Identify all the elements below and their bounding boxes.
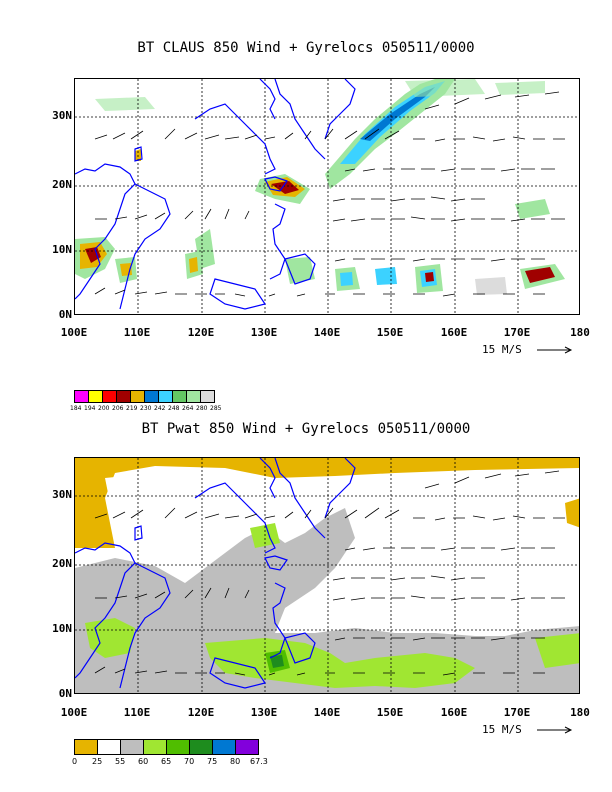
top-colorbar-swatch bbox=[74, 390, 89, 403]
top-colorbar-tick: 219 bbox=[126, 405, 138, 412]
top-ref-vector-text: 15 M/S bbox=[482, 343, 522, 356]
bottom-colorbar-tick: 70 bbox=[184, 757, 195, 766]
bottom-colorbar-tick: 60 bbox=[138, 757, 149, 766]
bottom-colorbar-swatch bbox=[143, 739, 167, 755]
bottom-ref-vector-text: 15 M/S bbox=[482, 723, 522, 736]
bottom-x-tick-160e: 160E bbox=[440, 706, 468, 719]
top-colorbar-swatch bbox=[200, 390, 215, 403]
top-colorbar-swatch bbox=[144, 390, 159, 403]
top-y-tick-0n: 0N bbox=[58, 308, 72, 321]
top-colorbar-swatch bbox=[102, 390, 117, 403]
bottom-colorbar-tick: 55 bbox=[115, 757, 126, 766]
bottom-wind-vectors bbox=[94, 470, 565, 676]
bottom-colorbar-swatch bbox=[74, 739, 98, 755]
top-colorbar bbox=[74, 390, 215, 403]
top-coastlines bbox=[75, 79, 356, 310]
bottom-colorbar bbox=[74, 739, 259, 755]
bottom-x-tick-100e: 100E bbox=[60, 706, 88, 719]
top-colorbar-tick: 264 bbox=[182, 405, 194, 412]
bottom-colorbar-swatch bbox=[166, 739, 190, 755]
top-colorbar-swatch bbox=[88, 390, 103, 403]
top-panel-title: BT CLAUS 850 Wind + Gyrelocs 050511/0000 bbox=[137, 40, 475, 56]
bottom-x-tick-110e: 110E bbox=[123, 706, 151, 719]
top-colorbar-swatch bbox=[116, 390, 131, 403]
bottom-map-panel bbox=[74, 457, 580, 694]
top-colorbar-swatch bbox=[130, 390, 145, 403]
top-colorbar-tick: 230 bbox=[140, 405, 152, 412]
bottom-colorbar-tick: 0 bbox=[72, 757, 78, 766]
top-colorbar-tick: 280 bbox=[196, 405, 208, 412]
top-colorbar-tick: 248 bbox=[168, 405, 180, 412]
top-map-canvas bbox=[75, 79, 579, 314]
top-x-tick-170e: 170E bbox=[503, 326, 531, 339]
top-colorbar-tick: 200 bbox=[98, 405, 110, 412]
top-colorbar-tick: 206 bbox=[112, 405, 124, 412]
bottom-panel-title: BT Pwat 850 Wind + Gyrelocs 050511/0000 bbox=[141, 421, 471, 437]
bottom-colorbar-tick: 75 bbox=[207, 757, 218, 766]
top-x-tick-150e: 150E bbox=[376, 326, 404, 339]
bottom-y-tick-0n: 0N bbox=[58, 687, 72, 700]
cloud-shading bbox=[75, 79, 565, 295]
bottom-colorbar-tick: 67.3 bbox=[250, 757, 268, 766]
pwat-shading bbox=[75, 458, 579, 693]
bottom-colorbar-tick: 25 bbox=[92, 757, 103, 766]
bottom-colorbar-swatch bbox=[235, 739, 259, 755]
top-colorbar-tick: 285 bbox=[210, 405, 222, 412]
top-colorbar-tick: 184 bbox=[70, 405, 82, 412]
bottom-map-canvas bbox=[75, 458, 579, 693]
bottom-colorbar-tick: 80 bbox=[230, 757, 241, 766]
bottom-colorbar-swatch bbox=[97, 739, 121, 755]
bottom-ref-vector-arrow bbox=[537, 726, 573, 734]
top-x-tick-140e: 140E bbox=[313, 326, 341, 339]
bottom-colorbar-tick: 65 bbox=[161, 757, 172, 766]
top-y-tick-20n: 20N bbox=[52, 178, 72, 191]
top-wind-vectors bbox=[94, 91, 565, 297]
bottom-coastlines bbox=[75, 458, 356, 689]
bottom-x-tick-180: 180 bbox=[570, 706, 590, 719]
top-x-tick-120e: 120E bbox=[187, 326, 215, 339]
top-map-panel bbox=[74, 78, 580, 315]
top-x-tick-100e: 100E bbox=[60, 326, 88, 339]
top-x-tick-130e: 130E bbox=[250, 326, 278, 339]
top-x-tick-110e: 110E bbox=[123, 326, 151, 339]
bottom-x-tick-130e: 130E bbox=[250, 706, 278, 719]
top-ref-vector-arrow bbox=[537, 346, 573, 354]
top-colorbar-tick: 194 bbox=[84, 405, 96, 412]
bottom-y-tick-20n: 20N bbox=[52, 557, 72, 570]
bottom-x-tick-150e: 150E bbox=[376, 706, 404, 719]
top-x-tick-180: 180 bbox=[570, 326, 590, 339]
bottom-ref-vector-label: 15 M/S bbox=[482, 723, 522, 736]
bottom-y-tick-30n: 30N bbox=[52, 488, 72, 501]
top-colorbar-swatch bbox=[186, 390, 201, 403]
top-gridlines bbox=[75, 79, 579, 314]
top-y-tick-30n: 30N bbox=[52, 109, 72, 122]
top-x-tick-160e: 160E bbox=[440, 326, 468, 339]
top-colorbar-swatch bbox=[172, 390, 187, 403]
bottom-x-tick-120e: 120E bbox=[187, 706, 215, 719]
top-colorbar-swatch bbox=[158, 390, 173, 403]
top-colorbar-tick: 242 bbox=[154, 405, 166, 412]
bottom-colorbar-swatch bbox=[212, 739, 236, 755]
bottom-colorbar-swatch bbox=[120, 739, 144, 755]
bottom-gridlines bbox=[75, 458, 579, 693]
bottom-colorbar-swatch bbox=[189, 739, 213, 755]
bottom-y-tick-10n: 10N bbox=[52, 622, 72, 635]
top-y-tick-10n: 10N bbox=[52, 243, 72, 256]
bottom-x-tick-170e: 170E bbox=[503, 706, 531, 719]
top-ref-vector-label: 15 M/S bbox=[482, 343, 522, 356]
bottom-x-tick-140e: 140E bbox=[313, 706, 341, 719]
